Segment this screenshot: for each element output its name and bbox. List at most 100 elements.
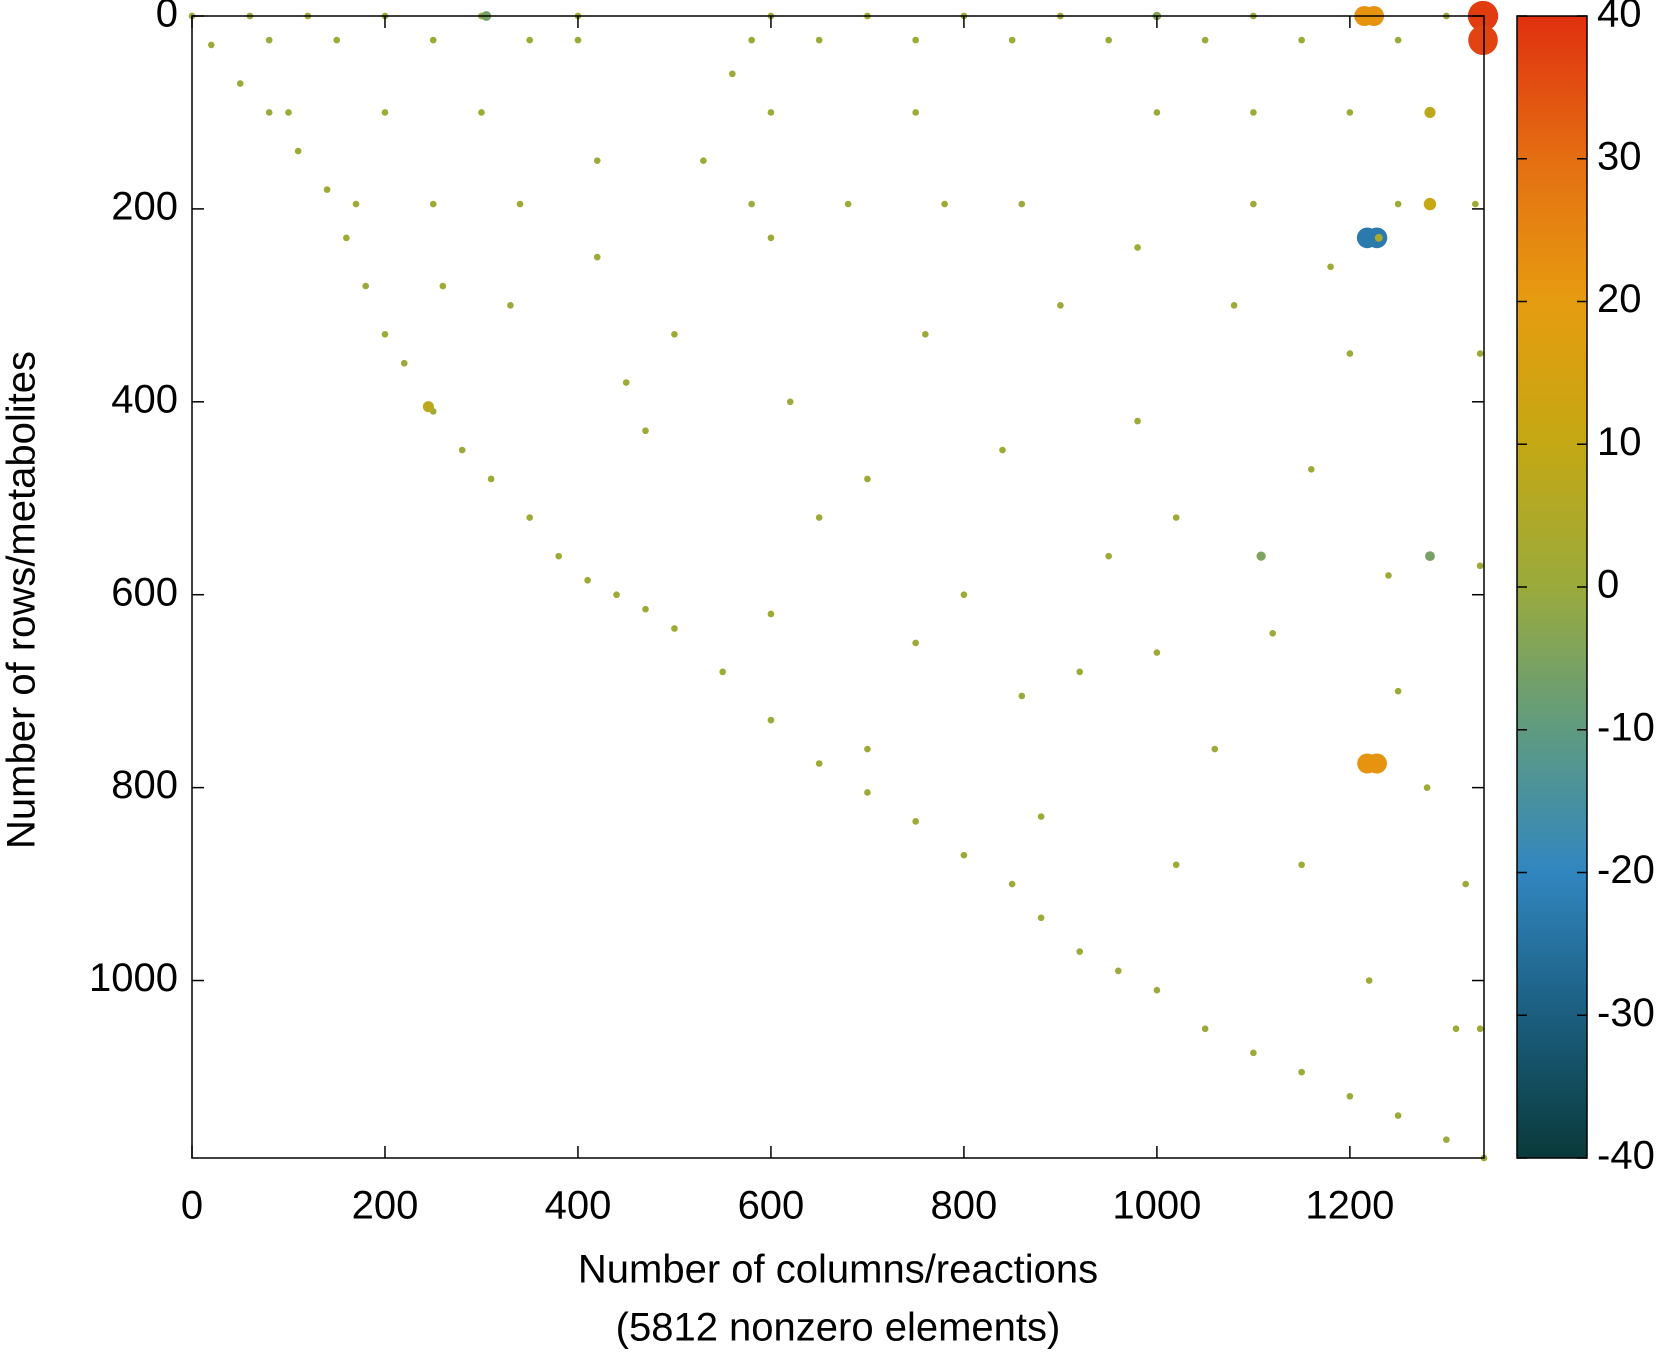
data-point [555,552,562,560]
data-point [864,789,871,796]
data-point [1394,687,1402,695]
data-point [700,157,707,164]
y-tick-label: 0 [156,0,178,36]
data-point [1425,551,1435,562]
data-point [864,475,871,483]
data-point [1057,302,1064,309]
data-point [1153,649,1161,656]
data-point [1008,880,1016,888]
data-point [1394,36,1402,44]
colorbar-tick-label: 0 [1597,563,1619,607]
data-point [1346,350,1354,357]
data-point [343,234,350,242]
data-point [815,760,823,767]
data-point [941,200,948,208]
data-point [381,330,389,338]
data-point [1468,25,1498,55]
data-point [1153,986,1161,994]
y-tick-label: 600 [111,570,178,614]
data-point [1105,36,1112,44]
data-point [1114,967,1122,975]
data-point [1298,1068,1305,1076]
data-point [999,446,1006,454]
y-tick-label: 1000 [89,956,178,1000]
data-point [844,200,852,208]
data-point [613,591,620,599]
colorbar-tick-label: -40 [1597,1134,1655,1178]
data-point [1250,1049,1257,1057]
data-point [1327,263,1334,271]
data-point [207,41,215,49]
data-point [429,200,437,208]
data-point [1037,813,1045,820]
data-point [1423,784,1431,791]
x-tick-label: 800 [931,1184,998,1228]
data-point [912,639,919,647]
data-point [429,36,437,44]
data-point [1346,109,1354,116]
data-point [1201,1025,1209,1033]
data-point [748,36,755,44]
data-point [1476,562,1484,570]
data-point [478,109,485,116]
data-point [507,302,514,309]
data-point [1365,977,1373,984]
data-point [362,282,370,290]
y-axis-label: Number of rows/metabolites [0,351,44,849]
data-point [333,36,341,44]
data-point [526,514,534,521]
y-tick-label: 400 [111,377,178,421]
data-point [1172,861,1180,869]
data-point [265,109,273,116]
x-tick-label: 600 [738,1184,805,1228]
data-point [671,330,678,338]
data-point [1211,745,1219,753]
data-point [1424,106,1436,119]
data-point [1443,1136,1450,1143]
data-point [922,330,929,338]
colorbar-tick-label: -10 [1597,705,1655,749]
data-point [1452,1025,1460,1033]
data-point [593,157,601,164]
data-point [1250,109,1257,116]
data-point [1076,948,1084,955]
data-point [1346,1092,1354,1100]
x-tick-label: 200 [352,1184,419,1228]
data-point [1307,466,1315,473]
data-point [767,109,775,116]
data-point [1153,109,1161,116]
colorbar-tick-label: -30 [1597,991,1655,1035]
data-point [729,70,736,78]
data-point [236,80,244,87]
data-point [642,427,649,435]
data-point [912,36,919,44]
data-point [526,36,534,44]
colorbar-tick-label: 40 [1597,0,1642,36]
x-tick-label: 400 [545,1184,612,1228]
data-point [584,576,591,584]
data-point [642,605,649,613]
data-point [439,282,447,290]
data-point [767,610,775,618]
y-tick-label: 200 [111,184,178,228]
data-point [285,109,292,116]
data-point [912,818,919,825]
data-point [1201,36,1209,44]
data-point [960,591,968,599]
data-point [767,234,775,242]
x-tick-label: 1000 [1112,1184,1201,1228]
data-point [1374,233,1383,242]
data-point [265,36,273,44]
data-point [422,401,434,413]
data-point [1172,514,1180,521]
data-point [815,514,823,521]
data-point [1476,350,1484,357]
x-tick-label: 1200 [1305,1184,1394,1228]
colorbar-tick-label: 30 [1597,134,1642,178]
data-point [1385,572,1392,579]
data-point [381,109,389,116]
data-point [1394,1112,1402,1119]
data-point [767,716,775,724]
colorbar [1516,15,1588,1159]
